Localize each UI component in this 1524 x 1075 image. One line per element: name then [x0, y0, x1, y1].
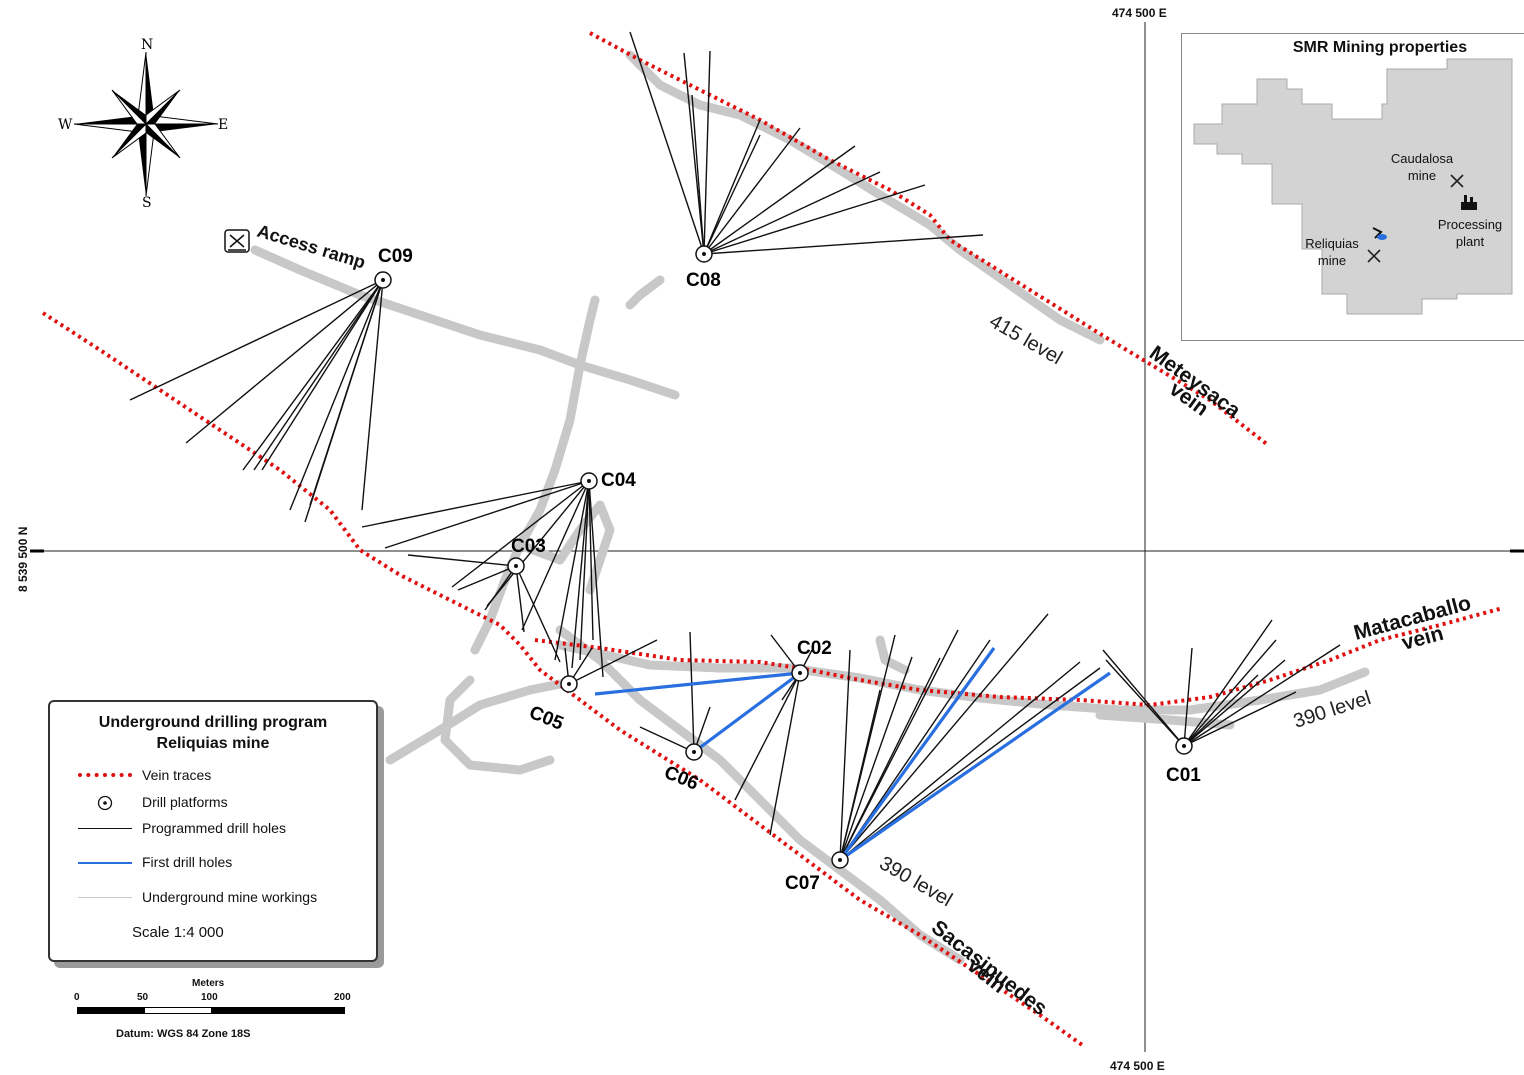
drill-hole-c08-4 [704, 51, 710, 254]
scale-tick-50: 50 [137, 992, 148, 1003]
platform-label-c02: C02 [797, 638, 832, 659]
datum-label: Datum: WGS 84 Zone 18S [116, 1028, 250, 1040]
drill-hole-c08-10 [704, 235, 983, 254]
drill-hole-c08-3 [692, 95, 704, 254]
legend-title-line1: Underground drilling program [50, 712, 376, 733]
easting-label-top: 474 500 E [1112, 6, 1167, 20]
drill-hole-c01-3 [1184, 648, 1192, 746]
scale-segment-2 [144, 1007, 212, 1014]
drill-hole-c02-4 [770, 673, 800, 835]
legend-label-platforms: Drill platforms [142, 794, 228, 810]
compass-west: W [58, 117, 73, 133]
drill-hole-c04-1 [362, 481, 589, 527]
drill-hole-c01-5 [1184, 640, 1276, 746]
drill-platform-icon-c05 [561, 676, 577, 692]
compass-east: E [218, 117, 228, 133]
easting-label-bottom: 474 500 E [1110, 1059, 1165, 1073]
drill-hole-c08-8 [704, 172, 880, 254]
scale-tick-100: 100 [201, 992, 218, 1003]
legend-title: Underground drilling program Reliquias m… [50, 712, 376, 754]
scale-segment-1 [77, 1007, 145, 1014]
inset-caudalosa-line1: Caudalosa [1382, 150, 1462, 167]
drill-hole-c03-1 [408, 555, 516, 566]
northing-label: 8 539 500 N [16, 527, 30, 592]
inset-reliquias-line1: Reliquias [1292, 235, 1372, 252]
platform-label-c09: C09 [378, 246, 413, 267]
legend-label-programmed: Programmed drill holes [142, 820, 286, 836]
legend-item-workings: Underground mine workings [76, 888, 366, 908]
platform-label-c07: C07 [785, 873, 820, 894]
drill-hole-c09-3 [243, 280, 383, 470]
legend-label-vein: Vein traces [142, 767, 211, 783]
platform-label-c04: C04 [601, 470, 636, 491]
legend-item-programmed-holes: Programmed drill holes [76, 819, 366, 839]
drill-platform-icon [96, 794, 114, 812]
drill-platform-icon-c09 [375, 272, 391, 288]
drill-hole-c09-6 [290, 280, 383, 510]
drill-platform-icon-c06 [686, 744, 702, 760]
drill-hole-c04-2 [385, 481, 589, 548]
drill-hole-c08-6 [704, 128, 800, 254]
platform-label-c01: C01 [1166, 765, 1201, 786]
scale-tick-200: 200 [334, 992, 351, 1003]
compass-north: N [141, 37, 153, 53]
scale-unit: Meters [192, 978, 224, 989]
legend-label-first: First drill holes [142, 854, 232, 870]
drill-hole-c08-9 [704, 185, 925, 254]
platform-label-c06: C06 [661, 762, 701, 795]
access-ramp-icon [225, 230, 249, 252]
drill-platform-icon-c04 [581, 473, 597, 489]
legend-swatch-programmed [78, 828, 132, 829]
drill-hole-c02-3 [735, 673, 800, 800]
drill-hole-c01-8 [1184, 645, 1340, 746]
first-drill-hole-2 [694, 673, 800, 752]
platform-label-c05: C05 [526, 702, 567, 735]
drill-hole-c09-4 [254, 280, 383, 470]
legend-swatch-first [78, 862, 132, 864]
scale-tick-0: 0 [74, 992, 80, 1003]
drill-hole-c08-5 [704, 135, 760, 254]
compass-rose-icon [74, 52, 218, 196]
legend-scale: Scale 1:4 000 [132, 924, 224, 941]
platform-label-c03: C03 [511, 536, 546, 557]
drill-platform-icon-c02 [792, 665, 808, 681]
inset-caudalosa-line2: mine [1382, 167, 1462, 184]
inset-plant-line2: plant [1430, 233, 1510, 250]
drill-platform-icon-c07 [832, 852, 848, 868]
property-outline [1182, 34, 1524, 340]
drill-hole-c07-1 [840, 650, 850, 860]
map-legend: Underground drilling program Reliquias m… [48, 700, 378, 962]
inset-reliquias-line2: mine [1292, 252, 1372, 269]
drill-platform-icon-c03 [508, 558, 524, 574]
legend-label-workings: Underground mine workings [142, 889, 317, 905]
inset-plant-line1: Processing [1430, 216, 1510, 233]
compass-south: S [142, 195, 152, 211]
inset-map: SMR Mining properties Caudalosa mine Rel… [1181, 33, 1524, 341]
scale-segment-3 [211, 1007, 345, 1014]
inset-title: SMR Mining properties [1182, 39, 1524, 57]
legend-item-drill-platforms: Drill platforms [76, 793, 366, 813]
legend-swatch-vein [78, 773, 132, 777]
legend-swatch-workings [78, 897, 132, 898]
drill-platform-icon-c01 [1176, 738, 1192, 754]
drill-hole-c09-2 [186, 280, 383, 443]
platform-label-c08: C08 [686, 270, 721, 291]
legend-title-line2: Reliquias mine [50, 733, 376, 754]
scale-bar: Meters 0 50 100 200 Datum: WGS 84 Zone 1… [60, 976, 360, 1046]
drill-platform-icon-c08 [696, 246, 712, 262]
access-ramp-label: Access ramp [255, 221, 368, 273]
legend-item-vein-traces: Vein traces [76, 766, 366, 786]
legend-item-first-holes: First drill holes [76, 853, 366, 873]
